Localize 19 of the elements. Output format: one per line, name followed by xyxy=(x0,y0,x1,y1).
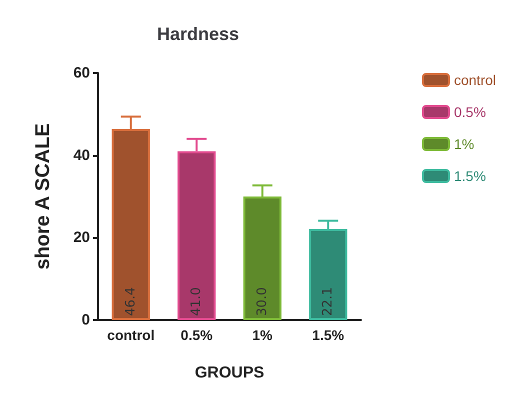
data-label: 46.4 xyxy=(123,287,138,316)
data-label: 41.0 xyxy=(189,287,204,316)
legend-label: 1.5% xyxy=(454,168,486,184)
y-tick-label: 60 xyxy=(73,64,90,82)
x-tick-label: 1.5% xyxy=(312,327,345,343)
x-tick-label: 1% xyxy=(252,327,274,343)
y-tick-label: 20 xyxy=(73,229,90,246)
y-axis-title: shore A SCALE xyxy=(32,123,54,270)
legend-label: control xyxy=(454,72,496,88)
y-tick-label: 40 xyxy=(73,146,90,164)
x-tick-label: control xyxy=(107,327,155,343)
x-axis-title: GROUPS xyxy=(194,364,264,382)
legend-label: 1% xyxy=(454,136,474,152)
data-label: 30.0 xyxy=(254,287,270,316)
x-tick-label: 0.5% xyxy=(180,327,214,343)
y-tick-label: 0 xyxy=(82,312,90,328)
legend-label: 0.5% xyxy=(454,104,486,120)
data-label: 22.1 xyxy=(320,287,336,316)
chart-title: Hardness xyxy=(156,24,240,44)
